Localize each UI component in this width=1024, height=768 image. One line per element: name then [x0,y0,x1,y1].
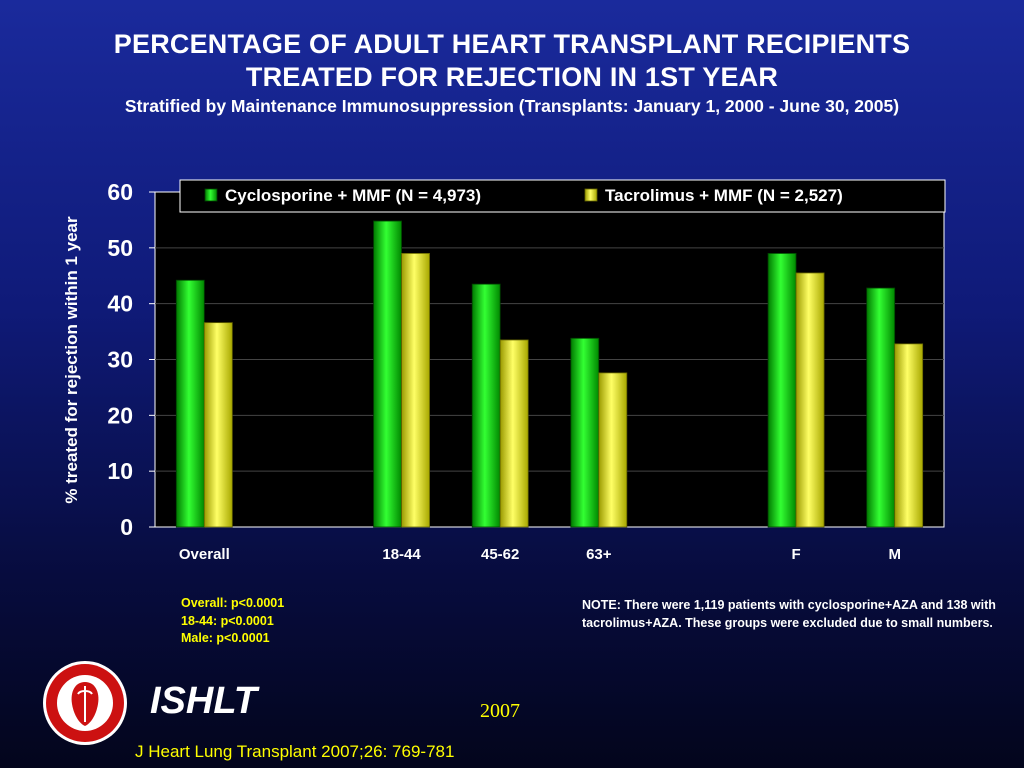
x-tick-label: 63+ [586,546,612,563]
x-tick-label: 18-44 [382,546,421,563]
legend-swatch [204,188,218,202]
bar-cyclosporine-f [767,253,797,528]
title-line-1: PERCENTAGE OF ADULT HEART TRANSPLANT REC… [113,29,911,59]
publication-year: 2007 [480,700,520,722]
legend: Cyclosporine + MMF (N = 4,973) Tacrolimus… [179,179,946,213]
p-value-male: Male: p<0.0001 [181,631,270,645]
bar-tacrolimus-m [894,343,924,528]
x-tick-label: 45-62 [481,546,519,563]
bar-tacrolimus-overall [203,322,233,528]
axes: 0 10 20 30 40 50 60 Overall 18-44 45-62 63+ F M [107,179,901,563]
bar-chart: 0 10 20 30 40 50 60 Overall 18-44 45-62 63+ F M Cycl… [107,179,946,563]
p-value-18-44: 18-44: p<0.0001 [181,613,274,628]
bar-tacrolimus-f [795,272,825,528]
x-tick-label: Overall [179,546,230,563]
exclusion-note: NOTE: There were 1,119 patients with cyc… [582,598,996,630]
legend-label: Tacrolimus + MMF (N = 2,527) [605,186,843,205]
y-tick-label: 50 [107,235,133,261]
x-tick-label: F [791,546,800,563]
x-tick-label: M [888,546,901,563]
bar-cyclosporine-m [866,287,896,528]
ishlt-logo [43,661,127,745]
journal-citation: J Heart Lung Transplant 2007;26: 769-781 [135,742,455,761]
bar-cyclosporine-45-62 [471,283,501,528]
y-tick-label: 20 [107,402,133,428]
bars [175,220,924,528]
bar-cyclosporine-18-44 [373,220,402,528]
chart-title: PERCENTAGE OF ADULT HEART TRANSPLANT REC… [0,28,1024,94]
bar-tacrolimus-63+ [598,372,628,528]
y-tick-label: 40 [107,291,133,317]
bar-tacrolimus-45-62 [499,339,529,528]
chart-subtitle: Stratified by Maintenance Immunosuppress… [124,96,900,116]
organization-name: ISHLT [150,680,257,722]
y-tick-label: 30 [107,347,133,373]
legend-swatch [584,188,598,202]
title-line-2: TREATED FOR REJECTION IN 1ST YEAR [245,62,779,92]
y-tick-label: 60 [107,179,133,205]
y-tick-label: 0 [120,514,133,540]
p-values: Overall: p<0.0001 18-44: p<0.0001 Male: … [181,595,284,648]
bar-cyclosporine-overall [175,279,205,528]
y-tick-label: 10 [107,458,133,484]
bar-tacrolimus-18-44 [401,253,430,528]
bar-cyclosporine-63+ [570,337,600,528]
legend-box [179,179,946,213]
legend-label: Cyclosporine + MMF (N = 4,973) [225,186,481,205]
p-value-overall: Overall: p<0.0001 [181,596,285,610]
